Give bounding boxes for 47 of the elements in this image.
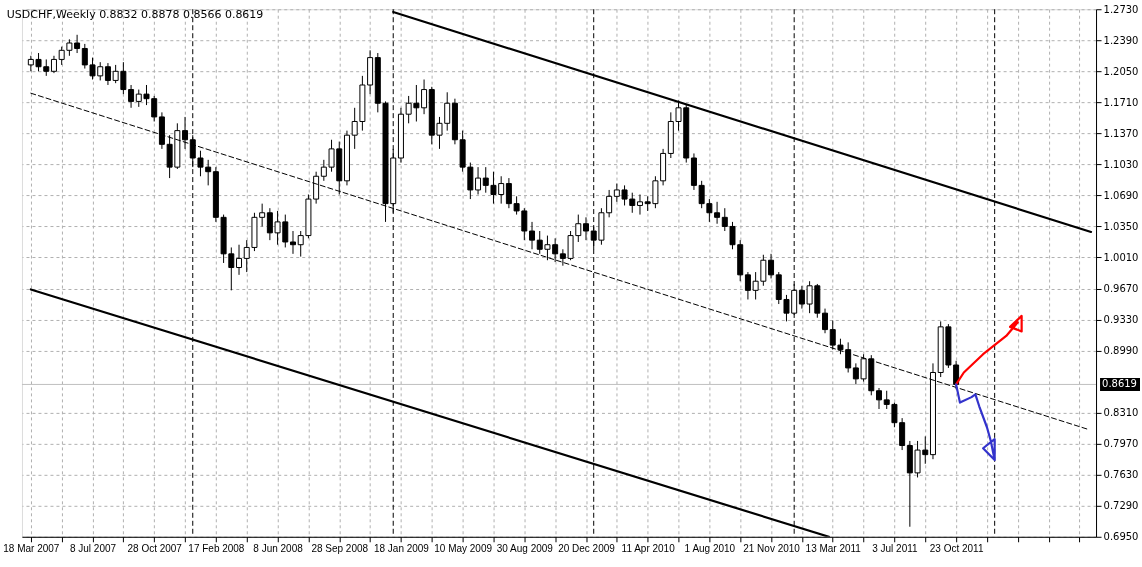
x-tick-label: 8 Jul 2007 <box>69 543 117 555</box>
candlestick <box>876 387 882 410</box>
x-tick-label: 28 Oct 2007 <box>127 543 183 555</box>
x-tick-label: 17 Feb 2008 <box>188 543 245 555</box>
x-tick-label: 23 Oct 2011 <box>929 543 984 555</box>
y-tick-label: 1.2730 <box>1103 3 1139 15</box>
x-tick-label: 18 Jan 2009 <box>373 543 430 555</box>
y-tick-label: 0.7630 <box>1103 469 1139 481</box>
candlestick <box>290 230 296 255</box>
candlestick <box>636 194 643 216</box>
ref-line-label: 0.8619 <box>1102 378 1137 390</box>
x-tick-label: 30 Aug 2009 <box>496 543 554 555</box>
y-tick-label: 0.9670 <box>1103 283 1139 295</box>
y-tick-label: 0.6950 <box>1103 531 1139 543</box>
candlestick <box>822 308 829 334</box>
candlestick <box>475 166 482 196</box>
x-tick-label: 20 Dec 2009 <box>558 543 616 555</box>
chart-title: USDCHF,Weekly 0.8832 0.8878 0.8566 0.8619 <box>6 8 264 22</box>
candlestick <box>104 62 111 86</box>
candlestick <box>529 221 536 250</box>
y-tick-label: 1.0350 <box>1103 220 1139 232</box>
x-tick-label: 3 Jul 2011 <box>872 543 919 555</box>
y-tick-label: 0.7970 <box>1103 438 1139 450</box>
y-tick-label: 1.0010 <box>1103 251 1139 263</box>
y-tick-label: 1.1710 <box>1103 96 1139 108</box>
line-series <box>955 314 1023 386</box>
y-tick-label: 1.2390 <box>1103 34 1139 46</box>
x-tick-label: 11 Apr 2010 <box>621 543 676 555</box>
x-tick-label: 28 Sep 2008 <box>311 543 369 555</box>
y-tick-label: 0.9330 <box>1103 314 1139 326</box>
y-tick-label: 1.0690 <box>1103 189 1139 201</box>
y-tick-label: 0.8310 <box>1103 407 1139 419</box>
candlestick <box>182 116 189 150</box>
y-tick-label: 1.1370 <box>1103 127 1139 139</box>
x-tick-label: 1 Aug 2010 <box>684 543 736 555</box>
x-tick-label: 8 Jun 2008 <box>253 543 304 555</box>
x-tick-label: 10 May 2009 <box>434 543 493 555</box>
y-tick-label: 1.2050 <box>1103 65 1139 77</box>
y-tick-label: 1.1030 <box>1103 158 1139 170</box>
candlestick <box>768 253 775 279</box>
x-tick-label: 21 Nov 2010 <box>743 543 801 555</box>
candlestick <box>236 244 243 276</box>
x-tick-label: 13 Mar 2011 <box>805 543 862 555</box>
x-tick-label: 18 Mar 2007 <box>3 543 60 555</box>
y-tick-label: 0.7290 <box>1103 500 1139 512</box>
candlestick <box>583 216 589 241</box>
y-tick-label: 0.8990 <box>1103 345 1139 357</box>
